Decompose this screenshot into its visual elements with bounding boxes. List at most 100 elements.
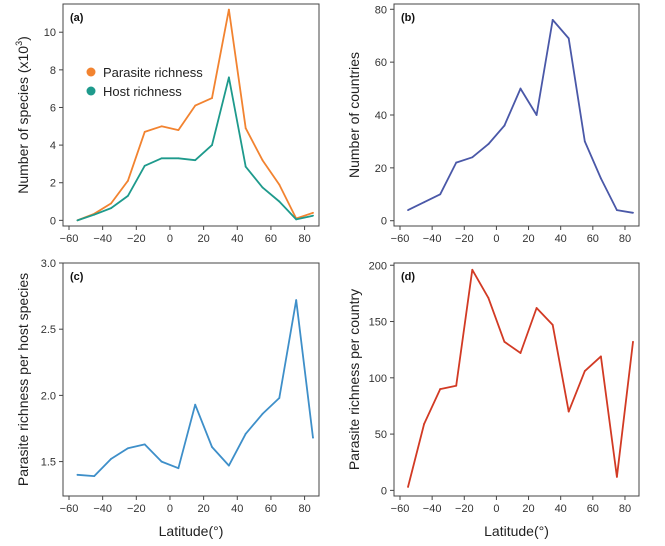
data-point	[583, 140, 586, 143]
data-point	[519, 87, 522, 90]
data-point	[407, 209, 409, 212]
y-tick-label: 2	[50, 178, 56, 190]
data-point	[278, 200, 281, 203]
y-tick-label: 50	[375, 429, 387, 441]
data-point	[244, 127, 247, 130]
series-line	[407, 268, 634, 488]
data-point	[261, 413, 264, 415]
y-tick-label: 0	[381, 216, 387, 228]
y-tick-label: 40	[375, 110, 387, 122]
x-tick-label: 60	[587, 503, 599, 515]
series-line	[77, 299, 314, 478]
x-tick-label: 40	[555, 503, 567, 515]
data-point	[487, 296, 490, 299]
x-tick-label: 40	[231, 503, 243, 515]
data-point	[160, 157, 163, 160]
y-tick-label: 4	[50, 140, 56, 152]
data-point	[211, 144, 213, 147]
x-tick-label: 60	[265, 233, 277, 245]
data-point	[76, 473, 79, 476]
panel-label: (a)	[70, 12, 84, 24]
y-tick-label: 0	[381, 485, 387, 497]
panel-b: (b) −60 −40 −20 0 20 40 60 80 0 20 40 60 80 Number of …	[346, 3, 640, 245]
data-point	[177, 157, 180, 160]
data-point	[177, 467, 180, 470]
data-point	[93, 475, 96, 478]
data-point	[455, 161, 458, 164]
data-point	[312, 436, 314, 439]
y-tick-label: 150	[369, 317, 387, 329]
x-tick-label: −20	[455, 233, 474, 245]
panel-label: (b)	[401, 12, 415, 24]
y-tick-label: 80	[375, 4, 387, 16]
data-point	[227, 8, 230, 11]
data-point	[423, 201, 426, 204]
x-tick-label: 80	[298, 233, 310, 245]
data-point	[599, 177, 602, 180]
x-tick-label: 40	[231, 233, 243, 245]
x-tick-label: 20	[522, 503, 534, 515]
data-point	[439, 388, 442, 390]
data-point	[261, 159, 264, 162]
data-point	[261, 186, 264, 189]
legend-label: Parasite richness	[103, 65, 203, 80]
x-tick-label: −20	[455, 503, 474, 515]
panel-c: (c) −60 −40 −20 0 20 40 60 80 1.5 2.0 2.5 3.0 Parasit…	[15, 258, 320, 539]
data-point	[567, 410, 570, 413]
x-tick-label: −40	[423, 503, 442, 515]
y-tick-label: 6	[50, 102, 56, 114]
data-point	[455, 384, 458, 387]
panel-a: (a) −60 −40 −20 0 20 40 60 80 0 2 4 6 8 10 Number of sp…	[14, 3, 320, 245]
data-point	[194, 104, 197, 107]
data-point	[126, 194, 129, 197]
x-axis-title: Latitude(°)	[484, 523, 549, 539]
data-point	[177, 129, 180, 131]
y-axis-title: Parasite richness per country	[346, 289, 362, 470]
y-tick-label: 200	[369, 260, 387, 272]
data-point	[632, 211, 634, 214]
data-point	[295, 218, 298, 221]
y-axis-title-close: )	[15, 36, 31, 41]
data-point	[126, 447, 129, 450]
y-tick-label: 0	[50, 215, 56, 227]
data-point	[487, 143, 490, 145]
panel-d: (d) −60 −40 −20 0 20 40 60 80 0 50 100 150 200 Parasit…	[346, 260, 640, 539]
data-point	[76, 219, 79, 222]
series-line	[407, 18, 634, 214]
panel-label: (c)	[70, 271, 84, 283]
data-point	[551, 18, 554, 21]
data-point	[599, 355, 602, 358]
x-tick-label: 80	[619, 503, 631, 515]
data-point	[535, 114, 538, 116]
data-point	[423, 423, 426, 425]
data-point	[632, 340, 634, 343]
x-tick-label: −60	[391, 503, 410, 515]
y-axis-title: Parasite richness per host species	[15, 273, 31, 486]
x-tick-label: −40	[93, 503, 112, 515]
x-tick-label: 60	[265, 503, 277, 515]
data-point	[110, 458, 112, 460]
data-point	[244, 432, 247, 435]
data-point	[583, 370, 586, 372]
y-tick-label: 2.5	[41, 324, 56, 336]
data-point	[471, 268, 474, 271]
data-point	[126, 179, 129, 182]
x-tick-label: 40	[555, 233, 567, 245]
data-point	[211, 97, 213, 99]
y-tick-label: 100	[369, 373, 387, 385]
x-tick-label: −40	[423, 233, 442, 245]
plot-frame	[393, 262, 640, 497]
y-axis-title: Number of countries	[346, 52, 362, 178]
x-tick-label: 20	[522, 233, 534, 245]
x-tick-label: −60	[60, 233, 79, 245]
data-point	[312, 214, 314, 217]
x-tick-label: 20	[197, 233, 209, 245]
x-tick-label: −20	[127, 503, 146, 515]
y-tick-label: 10	[44, 27, 56, 39]
x-tick-label: −60	[60, 503, 79, 515]
data-point	[194, 159, 197, 162]
y-tick-label: 1.5	[41, 457, 56, 469]
data-point	[211, 446, 213, 448]
data-point	[551, 324, 554, 326]
